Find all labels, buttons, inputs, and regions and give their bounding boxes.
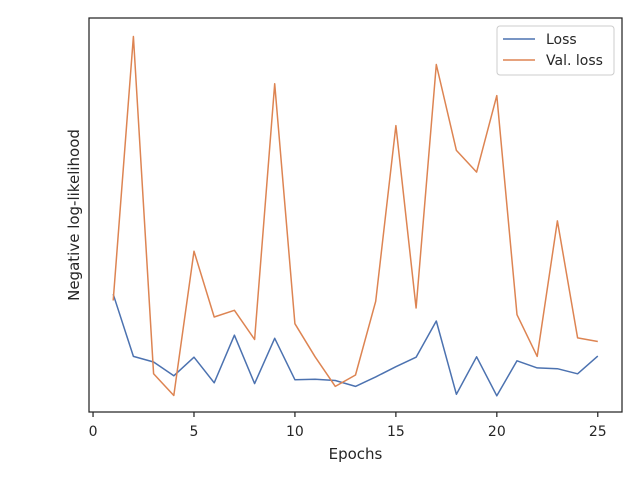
legend-label-loss: Loss bbox=[546, 32, 577, 48]
x-tick-label-20: 20 bbox=[488, 424, 506, 440]
series-line-val-loss bbox=[112, 35, 598, 397]
x-tick-label-25: 25 bbox=[589, 424, 607, 440]
x-tick-label-0: 0 bbox=[89, 424, 98, 440]
legend-label-val-loss: Val. loss bbox=[546, 53, 603, 69]
y-axis-label: Negative log-likelihood bbox=[65, 129, 83, 301]
series-line-loss bbox=[112, 293, 599, 397]
x-tick-label-5: 5 bbox=[190, 424, 199, 440]
axes-frame bbox=[88, 17, 623, 413]
x-axis-ticks: 0 5 10 15 20 25 bbox=[89, 412, 607, 440]
legend: Loss Val. loss bbox=[496, 25, 615, 76]
x-tick-label-10: 10 bbox=[286, 424, 304, 440]
x-tick-label-15: 15 bbox=[387, 424, 405, 440]
series-layer bbox=[112, 35, 599, 397]
x-axis-label: Epochs bbox=[329, 445, 383, 463]
plot-area bbox=[88, 17, 623, 413]
